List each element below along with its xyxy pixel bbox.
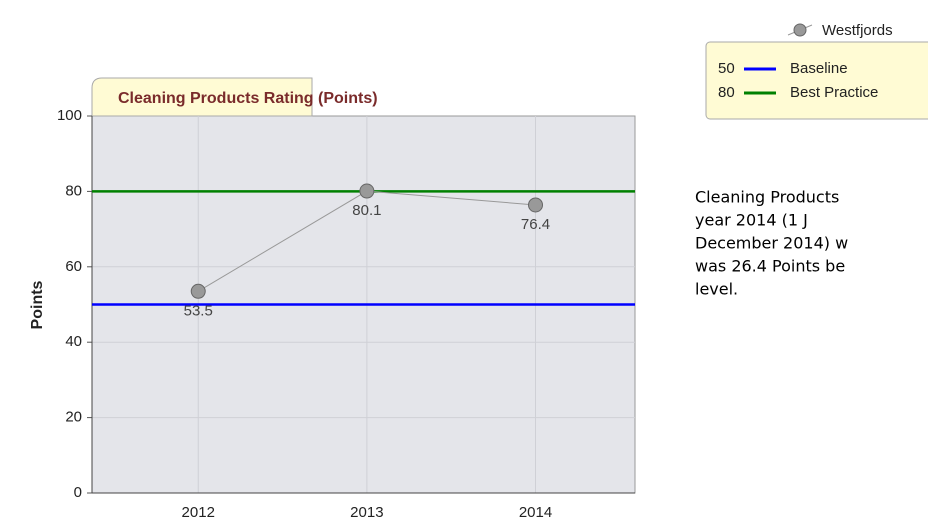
x-tick-label: 2012 <box>182 504 215 521</box>
data-label: 80.1 <box>352 202 381 219</box>
y-tick-label: 100 <box>57 107 82 124</box>
side-text: was 26.4 Points be <box>695 257 845 276</box>
x-tick-label: 2013 <box>350 504 383 521</box>
side-text: level. <box>695 280 738 299</box>
y-tick-label: 40 <box>65 333 82 350</box>
side-text: Cleaning Products <box>695 188 839 207</box>
chart-title: Cleaning Products Rating (Points) <box>118 90 378 107</box>
y-tick-label: 60 <box>65 258 82 275</box>
side-text: December 2014) w <box>695 234 848 253</box>
y-tick-label: 0 <box>74 484 82 501</box>
legend <box>705 41 928 120</box>
side-text: year 2014 (1 J <box>695 211 808 230</box>
legend-label: Westfjords <box>822 22 893 39</box>
y-tick-label: 80 <box>65 182 82 199</box>
legend-label: Best Practice <box>790 84 878 101</box>
data-point <box>528 197 544 213</box>
title-tab <box>91 77 313 117</box>
legend-value: 50 <box>718 60 735 77</box>
legend-value: 80 <box>718 84 735 101</box>
y-tick-label: 20 <box>65 409 82 426</box>
x-tick-label: 2014 <box>519 504 552 521</box>
data-label: 53.5 <box>184 302 213 319</box>
data-label: 76.4 <box>521 216 550 233</box>
data-point <box>190 283 206 299</box>
legend-label: Baseline <box>790 60 848 77</box>
data-point <box>359 183 375 199</box>
y-axis-label: Points <box>29 280 46 329</box>
legend-marker <box>793 23 807 37</box>
